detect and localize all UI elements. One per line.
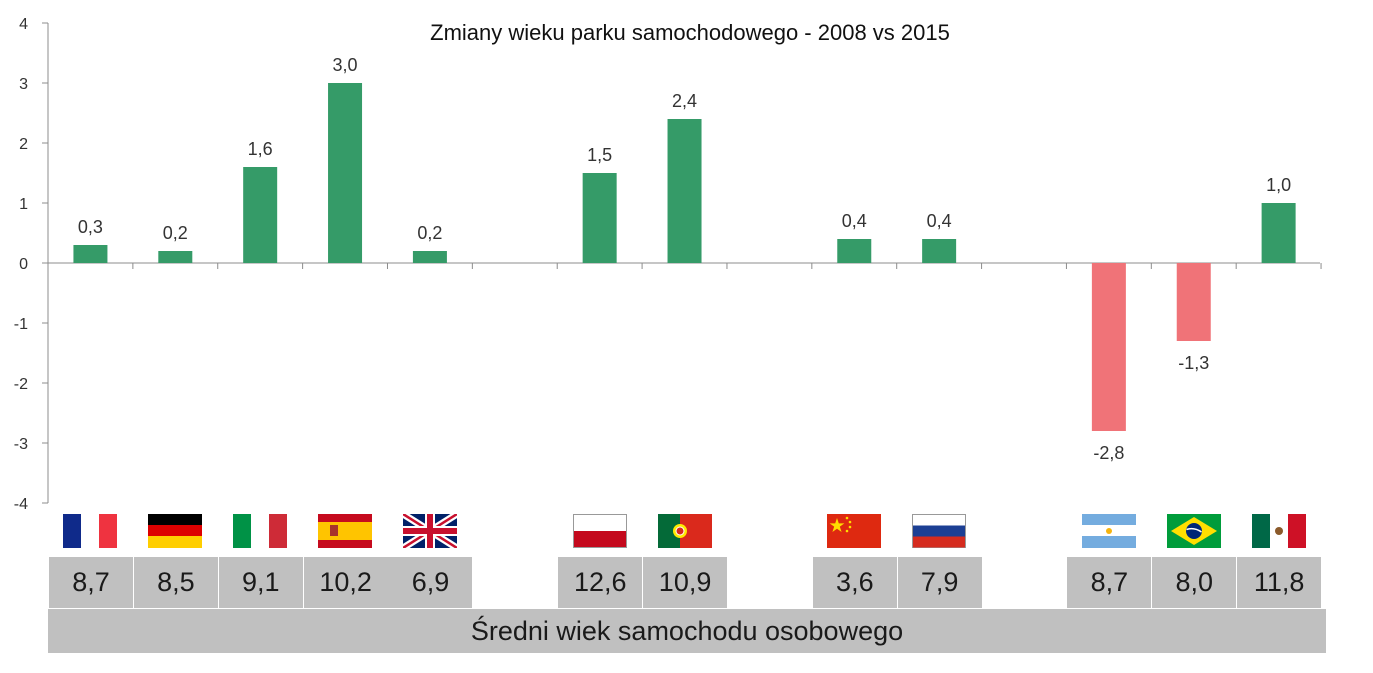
uk-flag-icon bbox=[402, 514, 457, 548]
china-flag-icon bbox=[827, 514, 882, 548]
bar bbox=[582, 173, 617, 263]
y-tick-label: 4 bbox=[19, 16, 28, 33]
y-tick-label: -3 bbox=[14, 436, 28, 453]
average-age-cell: 9,1 bbox=[218, 557, 303, 608]
average-age-cell: 8,7 bbox=[49, 557, 133, 608]
average-age-cell: 3,6 bbox=[812, 557, 897, 608]
argentina-flag-icon bbox=[1081, 514, 1136, 548]
average-age-cell: 8,0 bbox=[1152, 557, 1237, 608]
y-tick-label: 2 bbox=[19, 136, 28, 153]
bar-value-label: -1,3 bbox=[1178, 353, 1209, 373]
bar-value-label: -2,8 bbox=[1093, 443, 1124, 463]
bar bbox=[1091, 263, 1126, 431]
bar bbox=[158, 251, 193, 263]
bar-value-label: 2,4 bbox=[672, 91, 697, 111]
bar-value-label: 0,2 bbox=[163, 223, 188, 243]
average-age-cell: 10,9 bbox=[643, 557, 728, 608]
bar-value-label: 1,6 bbox=[248, 139, 273, 159]
average-age-cell: 7,9 bbox=[897, 557, 982, 608]
y-tick-label: 1 bbox=[19, 196, 28, 213]
bar-value-label: 0,4 bbox=[842, 211, 867, 231]
y-tick-label: 3 bbox=[19, 76, 28, 93]
bar bbox=[667, 119, 702, 263]
bar bbox=[1261, 203, 1296, 263]
bar-value-label: 0,4 bbox=[927, 211, 952, 231]
bar bbox=[837, 239, 872, 263]
poland-flag-icon bbox=[572, 514, 627, 548]
bar bbox=[243, 167, 278, 263]
chart-title: Zmiany wieku parku samochodowego - 2008 … bbox=[430, 20, 950, 45]
bar-value-label: 3,0 bbox=[333, 55, 358, 75]
russia-flag-icon bbox=[912, 514, 967, 548]
bar-value-label: 1,5 bbox=[587, 145, 612, 165]
y-tick-label: -4 bbox=[14, 496, 28, 513]
france-flag-icon bbox=[63, 514, 118, 548]
bar bbox=[412, 251, 447, 263]
footer-label: Średni wiek samochodu osobowego bbox=[470, 615, 904, 646]
mexico-flag-icon bbox=[1251, 514, 1306, 548]
brazil-flag-icon bbox=[1166, 514, 1221, 548]
data-labels: 0,3 0,2 1,6 3,0 0,2 1,5 2,4 0,4 0,4 -2,8 -1,3 1,0 bbox=[78, 55, 1291, 463]
bar-value-label: 0,3 bbox=[78, 217, 103, 237]
average-age-footer: Średni wiek samochodu osobowego bbox=[48, 609, 1326, 653]
average-age-cell: 10,2 bbox=[303, 557, 388, 608]
average-age-cell: 6,9 bbox=[388, 557, 473, 608]
average-age-cell: 8,7 bbox=[1067, 557, 1152, 608]
spain-flag-icon bbox=[318, 514, 373, 548]
bar bbox=[73, 245, 108, 263]
germany-flag-icon bbox=[148, 514, 203, 548]
y-tick-label: -2 bbox=[14, 376, 28, 393]
bar bbox=[922, 239, 957, 263]
y-tick-label: -1 bbox=[14, 316, 28, 333]
average-age-cell: 12,6 bbox=[558, 557, 643, 608]
bar bbox=[1176, 263, 1211, 341]
bar bbox=[328, 83, 363, 263]
bar-value-label: 0,2 bbox=[417, 223, 442, 243]
bars bbox=[73, 83, 1296, 431]
average-age-cell: 8,5 bbox=[133, 557, 218, 608]
italy-flag-icon bbox=[233, 514, 288, 548]
bar-value-label: 1,0 bbox=[1266, 175, 1291, 195]
y-tick-label: 0 bbox=[19, 256, 28, 273]
average-age-cell: 11,8 bbox=[1237, 557, 1322, 608]
portugal-flag-icon bbox=[657, 514, 712, 548]
